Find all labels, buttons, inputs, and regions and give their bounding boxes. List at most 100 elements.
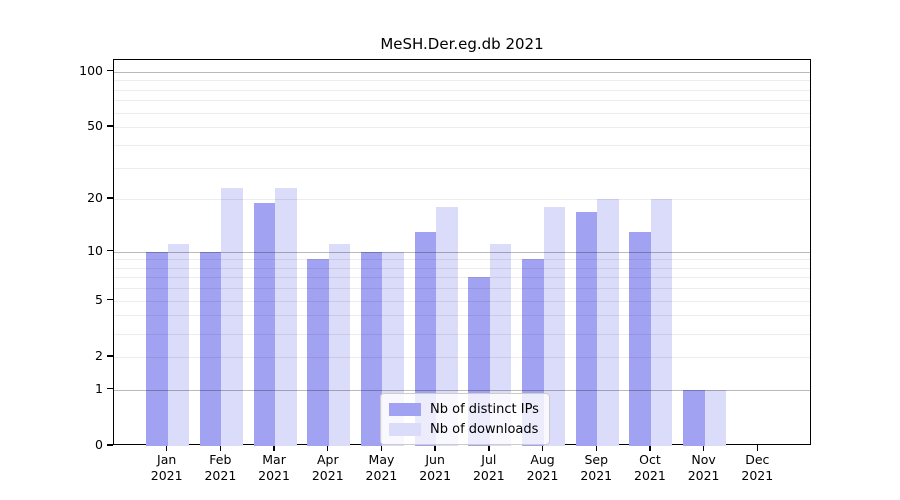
bar-downloads-sep	[597, 199, 619, 446]
x-tick-year: 2021	[365, 468, 398, 483]
x-tick-month: Feb	[209, 452, 232, 467]
x-tick-month: Nov	[691, 452, 716, 467]
y-tick-label-50: 50	[87, 118, 103, 134]
x-tick-year: 2021	[687, 468, 720, 483]
y-tick-label-0: 0	[95, 437, 103, 452]
gridline-major-100	[114, 71, 810, 73]
x-tick-year: 2021	[580, 468, 613, 483]
y-tick-label-100: 100	[79, 62, 103, 78]
bar-distinct-ips-oct	[629, 231, 651, 446]
bar-distinct-ips-apr	[307, 259, 329, 446]
x-tick-month: Oct	[639, 452, 661, 467]
x-tick-mark-aug	[541, 445, 544, 451]
gridline-minor-80	[114, 89, 810, 91]
gridline-minor-40	[114, 144, 810, 146]
x-tick-mark-may	[380, 445, 383, 451]
gridline-minor-90	[114, 80, 810, 82]
bar-downloads-jan	[167, 244, 190, 446]
legend-label-distinct-ips: Nb of distinct IPs	[430, 401, 539, 417]
bar-downloads-mar	[275, 188, 297, 446]
x-tick-mark-jul	[488, 445, 490, 451]
x-tick-year: 2021	[741, 468, 774, 483]
legend-row-downloads: Nb of downloads	[389, 419, 539, 439]
bar-distinct-ips-nov	[683, 389, 705, 446]
y-tick-mark-1	[107, 388, 113, 390]
gridline-minor-70	[114, 100, 810, 102]
x-tick-mark-sep	[595, 445, 597, 451]
x-tick-year: 2021	[150, 468, 183, 483]
y-tick-label-10: 10	[87, 242, 103, 258]
bar-downloads-feb	[221, 188, 243, 446]
x-tick-year: 2021	[311, 468, 344, 483]
legend-row-distinct-ips: Nb of distinct IPs	[389, 399, 539, 419]
chart-title: MeSH.Der.eg.db 2021	[380, 35, 544, 53]
y-tick-label-2: 2	[95, 347, 103, 363]
y-tick-mark-0	[107, 444, 113, 446]
x-tick-year: 2021	[472, 468, 505, 483]
bar-distinct-ips-may	[360, 251, 383, 446]
y-tick-label-20: 20	[87, 190, 103, 206]
x-tick-mark-dec	[756, 445, 758, 451]
x-tick-mark-jan	[165, 445, 168, 451]
x-tick-label-jan: Jan 2021	[135, 452, 199, 484]
legend: Nb of distinct IPs Nb of downloads	[380, 393, 550, 445]
x-tick-month: Aug	[530, 452, 555, 467]
x-tick-year: 2021	[419, 468, 452, 483]
x-tick-month: Jul	[481, 452, 497, 467]
gridline-minor-60	[114, 112, 810, 114]
x-tick-mark-mar	[273, 445, 275, 451]
x-tick-label-dec: Dec 2021	[725, 452, 789, 484]
x-tick-mark-oct	[649, 445, 651, 451]
bar-distinct-ips-mar	[253, 203, 276, 446]
x-tick-label-feb: Feb 2021	[188, 452, 252, 484]
x-tick-month: Dec	[745, 452, 770, 467]
bar-distinct-ips-sep	[575, 211, 598, 446]
gridline-minor-50	[114, 127, 810, 129]
y-tick-mark-5	[107, 298, 113, 301]
gridline-minor-30	[114, 167, 810, 169]
x-tick-label-sep: Sep 2021	[564, 452, 628, 484]
x-tick-mark-jun	[434, 445, 436, 451]
x-tick-month: Jan	[157, 452, 177, 467]
plot-area: Nb of distinct IPs Nb of downloads	[113, 59, 811, 446]
x-tick-month: Jun	[425, 452, 445, 467]
x-tick-label-may: May 2021	[349, 452, 413, 484]
bar-distinct-ips-jun	[414, 231, 437, 446]
y-tick-label-5: 5	[95, 291, 103, 307]
x-tick-label-jun: Jun 2021	[403, 452, 467, 484]
bar-distinct-ips-feb	[199, 251, 222, 446]
x-tick-label-apr: Apr 2021	[296, 452, 360, 484]
x-tick-month: Mar	[262, 452, 286, 467]
x-tick-year: 2021	[526, 468, 559, 483]
x-tick-year: 2021	[204, 468, 237, 483]
bar-downloads-oct	[650, 199, 673, 446]
x-tick-month: Sep	[584, 452, 608, 467]
bar-distinct-ips-jan	[146, 251, 168, 446]
x-tick-mark-apr	[327, 445, 329, 451]
x-tick-mark-nov	[702, 445, 705, 451]
x-tick-year: 2021	[634, 468, 666, 483]
legend-swatch-downloads	[389, 422, 421, 436]
x-tick-month: May	[368, 452, 395, 467]
legend-label-downloads: Nb of downloads	[430, 421, 539, 437]
x-tick-label-oct: Oct 2021	[618, 452, 682, 484]
y-tick-mark-20	[107, 197, 113, 199]
bar-downloads-apr	[328, 244, 351, 446]
gridline-minor-20	[114, 199, 810, 201]
y-tick-mark-10	[107, 249, 113, 252]
bar-downloads-jun	[436, 207, 458, 446]
legend-swatch-distinct-ips	[389, 402, 421, 416]
x-tick-label-mar: Mar 2021	[242, 452, 306, 484]
x-tick-month: Apr	[316, 452, 339, 467]
bar-downloads-aug	[543, 207, 566, 446]
y-tick-label-1: 1	[95, 380, 103, 396]
y-tick-mark-2	[107, 355, 113, 357]
bar-downloads-nov	[704, 389, 727, 446]
x-tick-label-aug: Aug 2021	[511, 452, 575, 484]
y-tick-mark-100	[107, 70, 113, 72]
x-tick-label-jul: Jul 2021	[457, 452, 521, 484]
x-tick-mark-feb	[219, 445, 222, 451]
y-tick-mark-50	[107, 125, 113, 127]
x-tick-label-nov: Nov 2021	[672, 452, 736, 484]
